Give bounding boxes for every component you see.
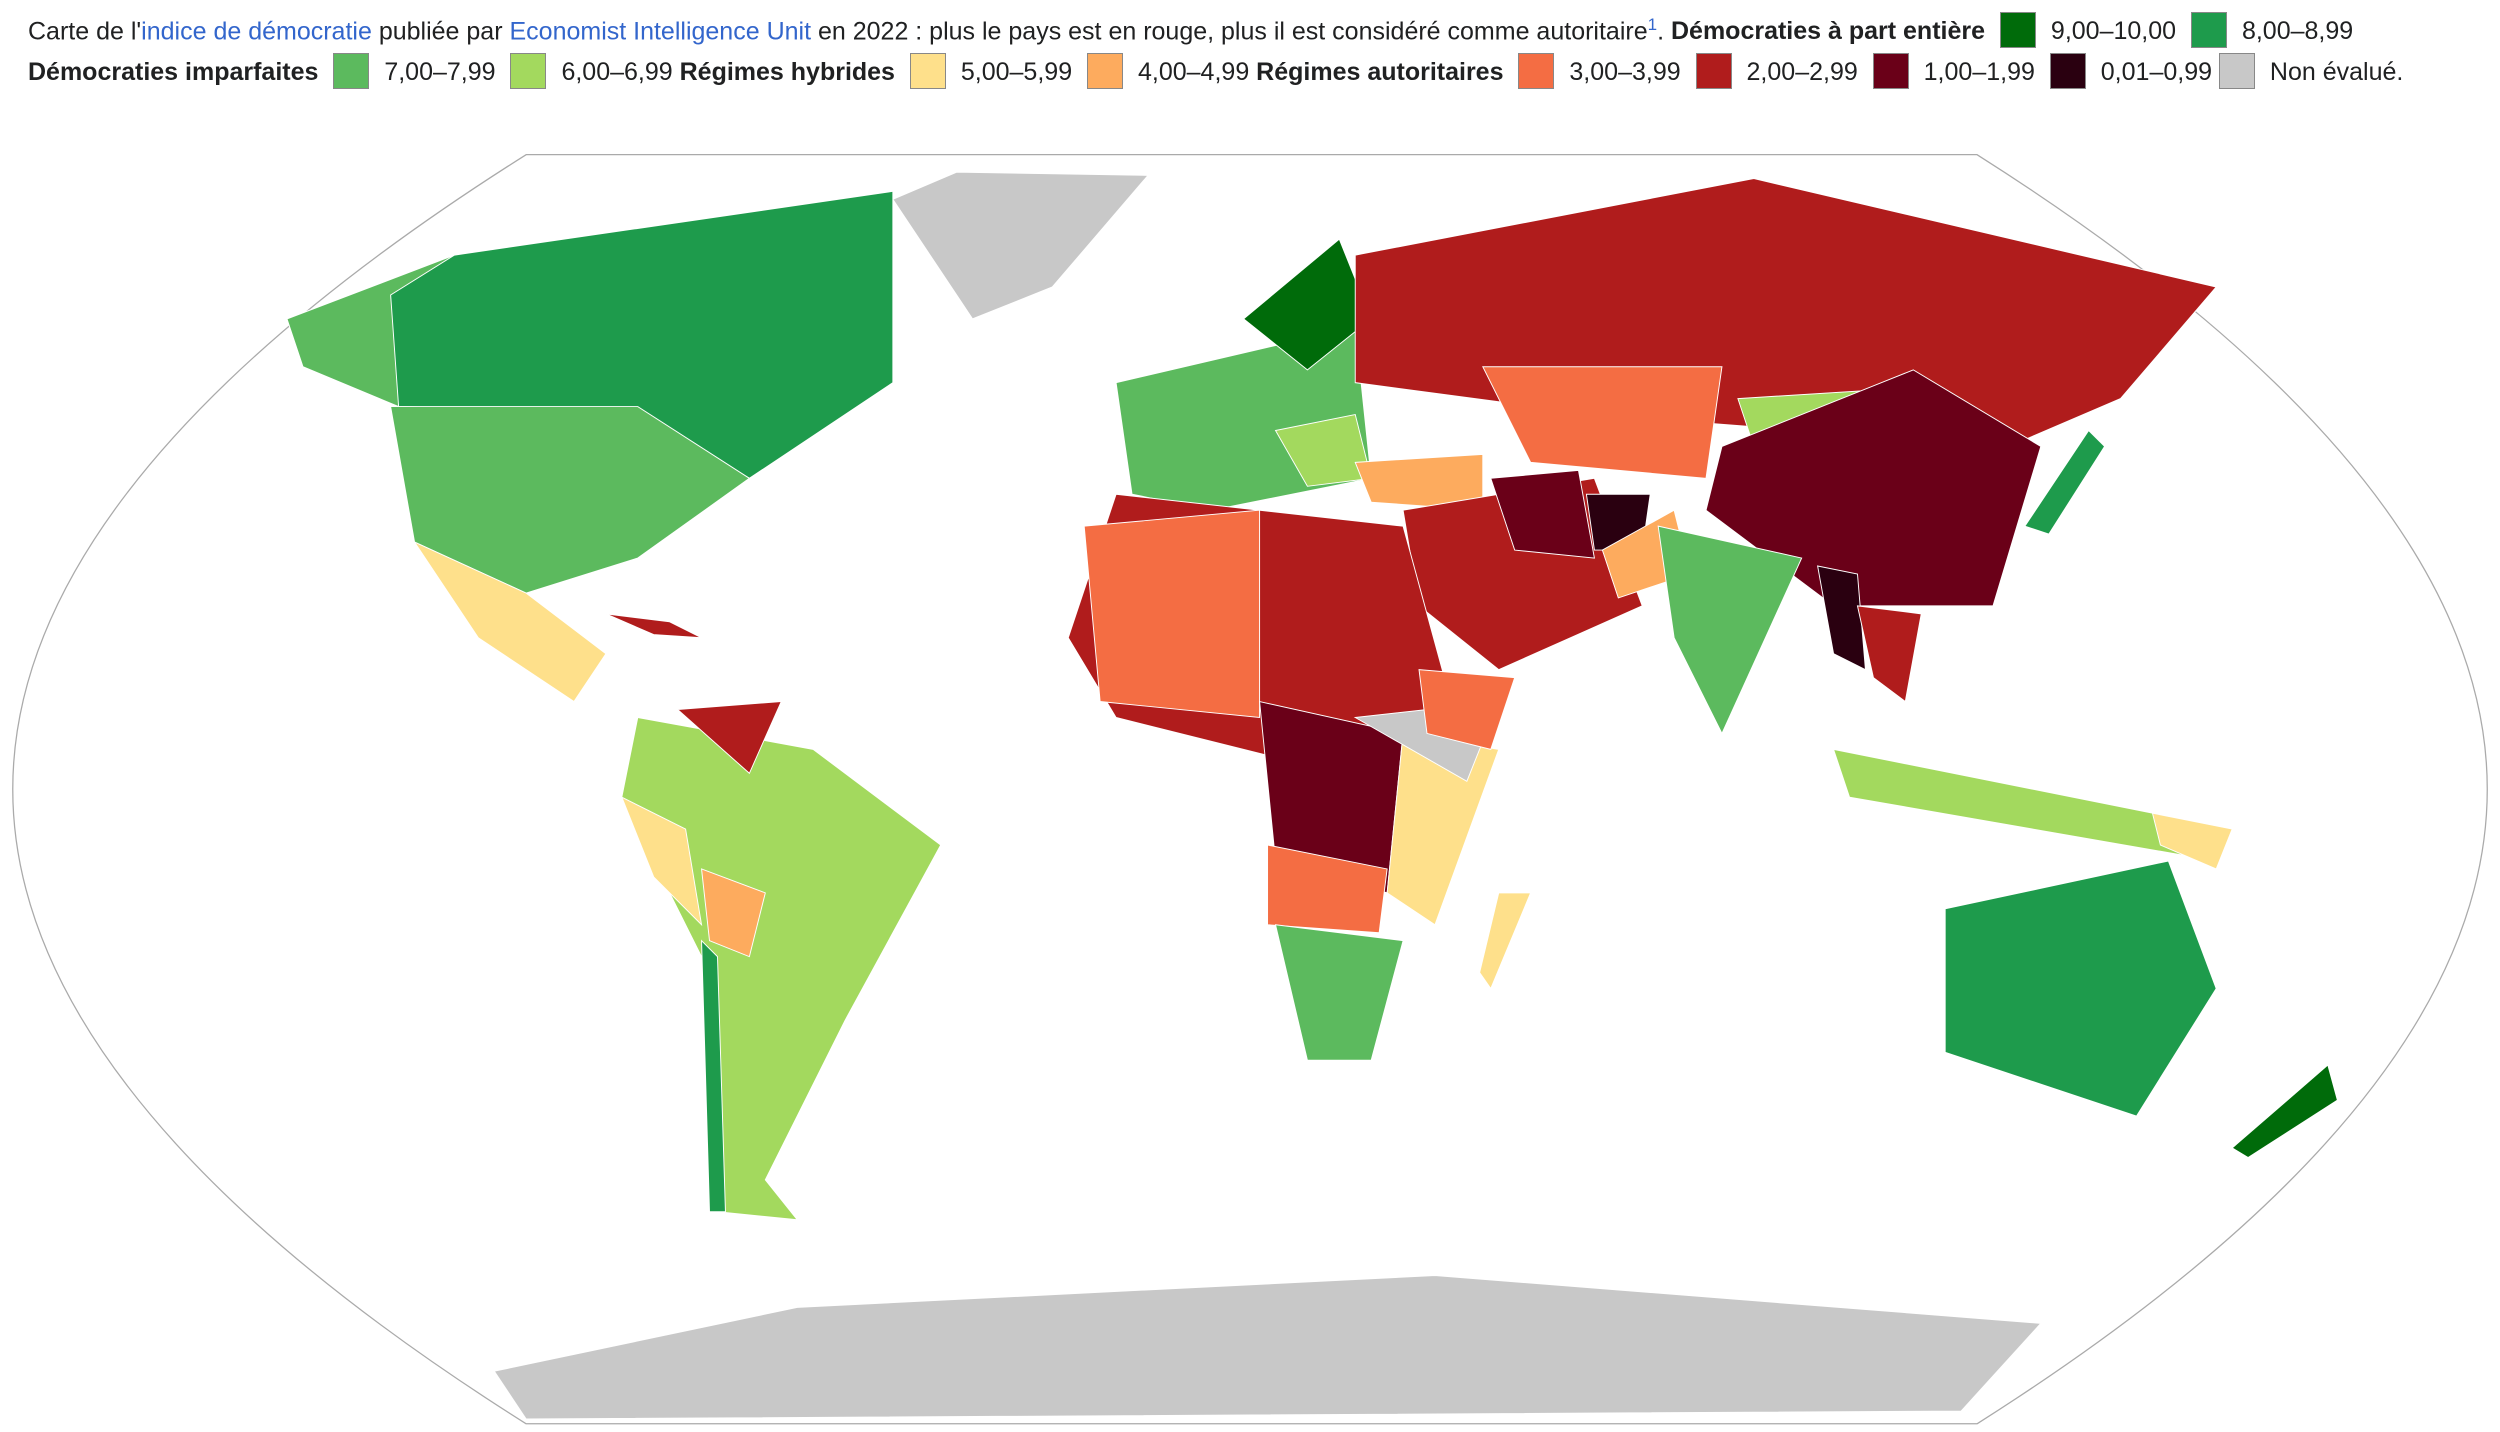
chile — [701, 939, 726, 1213]
legend-swatch — [1087, 53, 1124, 90]
venezuela — [676, 700, 783, 775]
legend-group-title: Régimes autoritaires — [1256, 58, 1504, 87]
central-asia — [1482, 366, 1723, 479]
caption-text: en 2022 : plus le pays est en rouge, plu… — [811, 17, 1648, 46]
legend-swatch — [1872, 53, 1909, 90]
legend-label: 2,00–2,99 — [1746, 58, 1858, 87]
legend-label: 8,00–8,99 — [2241, 17, 2354, 46]
legend: Démocraties à part entière 9,00–10,00 8,… — [28, 12, 2404, 90]
legend-group-title: Démocraties imparfaites — [28, 58, 319, 87]
caption-text: publiée par — [371, 17, 510, 46]
cuba — [605, 613, 702, 639]
peru — [620, 796, 703, 927]
angola-zambia — [1267, 844, 1388, 934]
mexico — [413, 540, 607, 703]
southern-africa — [1274, 924, 1404, 1061]
antarctica — [493, 1275, 2042, 1420]
caption: Carte de l'indice de démocratie publiée … — [28, 4, 2478, 93]
west-africa — [1083, 509, 1261, 719]
legend-swatch — [333, 53, 370, 90]
myanmar — [1817, 565, 1866, 671]
legend-swatch — [909, 53, 946, 90]
iran — [1490, 469, 1595, 559]
legend-group-title: Régimes hybrides — [679, 58, 895, 87]
caption-text: . — [1657, 17, 1665, 46]
indochina — [1856, 605, 1922, 703]
india — [1657, 525, 1803, 735]
legend-label: 9,00–10,00 — [2050, 17, 2177, 46]
legend-group-title: Démocraties à part entière — [1670, 17, 1986, 46]
link[interactable]: indice de démocratie — [141, 17, 372, 46]
legend-label: 5,00–5,99 — [960, 58, 1073, 87]
legend-swatch — [510, 53, 547, 90]
legend-swatch — [2218, 53, 2255, 90]
ethiopia — [1418, 669, 1516, 750]
legend-swatch — [1999, 12, 2036, 49]
madagascar — [1479, 892, 1532, 990]
legend-swatch — [1695, 53, 1732, 90]
china — [1705, 369, 2042, 607]
legend-label: 4,00–4,99 — [1138, 58, 1250, 87]
japan — [2024, 429, 2106, 535]
new-zealand — [2231, 1064, 2338, 1159]
png — [2151, 812, 2233, 870]
greenland — [892, 171, 1149, 320]
australia — [1944, 860, 2217, 1117]
bolivia — [700, 868, 766, 958]
link[interactable]: Economist Intelligence Unit — [509, 17, 812, 46]
legend-label: 7,00–7,99 — [384, 58, 496, 87]
legend-swatch — [1518, 53, 1555, 90]
footnote-ref[interactable]: 1 — [1647, 15, 1658, 34]
legend-label: 6,00–6,99 — [561, 58, 673, 87]
legend-label: 0,01–0,99 — [2100, 58, 2212, 87]
legend-swatch — [2049, 53, 2086, 90]
legend-swatch — [2191, 12, 2227, 49]
legend-label: Non évalué. — [2269, 58, 2404, 87]
legend-label: 1,00–1,99 — [1923, 58, 2035, 87]
legend-label: 3,00–3,99 — [1569, 58, 1681, 87]
caption-text: Carte de l' — [28, 17, 142, 46]
